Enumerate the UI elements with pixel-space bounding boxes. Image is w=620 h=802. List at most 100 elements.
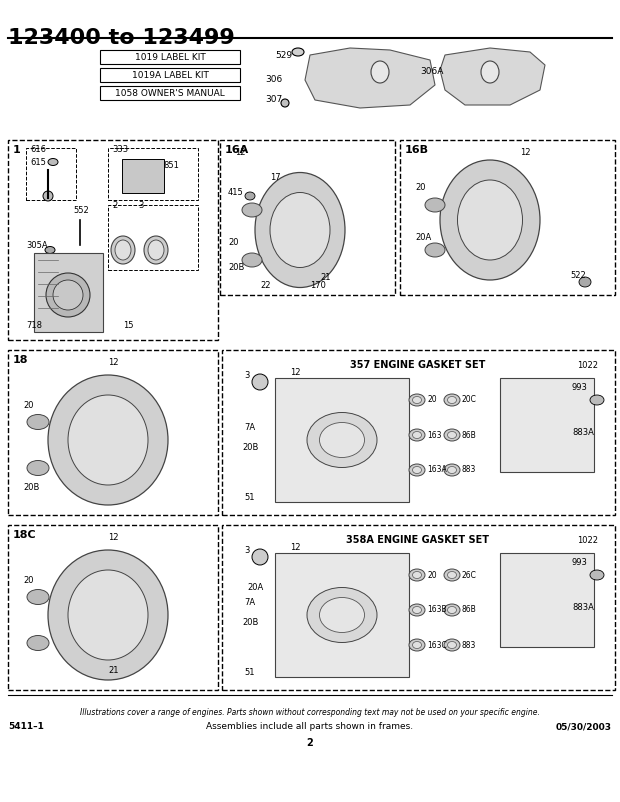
Ellipse shape	[270, 192, 330, 268]
Text: 20: 20	[23, 576, 33, 585]
Text: 1022: 1022	[577, 536, 598, 545]
FancyBboxPatch shape	[108, 205, 198, 270]
Text: 615: 615	[30, 158, 46, 167]
Ellipse shape	[281, 99, 289, 107]
Ellipse shape	[148, 240, 164, 260]
Ellipse shape	[245, 192, 255, 200]
Text: 163C: 163C	[427, 641, 447, 650]
FancyBboxPatch shape	[8, 350, 218, 515]
Text: 20B: 20B	[242, 618, 259, 627]
Text: 18: 18	[13, 355, 29, 365]
Text: 415: 415	[228, 188, 244, 197]
Text: 718: 718	[26, 321, 42, 330]
Text: 305A: 305A	[26, 241, 48, 250]
Ellipse shape	[440, 160, 540, 280]
Text: 163B: 163B	[427, 606, 446, 614]
FancyBboxPatch shape	[275, 553, 409, 677]
Ellipse shape	[412, 642, 422, 649]
Ellipse shape	[48, 375, 168, 505]
FancyBboxPatch shape	[34, 253, 103, 332]
Text: 20B: 20B	[228, 263, 244, 272]
Ellipse shape	[115, 240, 131, 260]
Text: 3: 3	[244, 371, 249, 380]
Text: 12: 12	[290, 543, 301, 552]
Ellipse shape	[319, 423, 365, 457]
FancyBboxPatch shape	[220, 140, 395, 295]
Ellipse shape	[412, 467, 422, 473]
Text: 163: 163	[427, 431, 441, 439]
FancyBboxPatch shape	[122, 159, 164, 193]
FancyBboxPatch shape	[100, 50, 240, 64]
Ellipse shape	[412, 572, 422, 578]
Text: 17: 17	[270, 173, 281, 182]
Ellipse shape	[590, 395, 604, 405]
Text: 357 ENGINE GASKET SET: 357 ENGINE GASKET SET	[350, 360, 485, 370]
Text: 20B: 20B	[242, 443, 259, 452]
Polygon shape	[305, 48, 435, 108]
Circle shape	[53, 280, 83, 310]
FancyBboxPatch shape	[8, 525, 218, 690]
Text: 86B: 86B	[462, 606, 477, 614]
FancyBboxPatch shape	[222, 525, 615, 690]
Text: 12: 12	[108, 358, 118, 367]
Text: 163A: 163A	[427, 465, 447, 475]
Ellipse shape	[255, 172, 345, 287]
Ellipse shape	[319, 597, 365, 633]
Ellipse shape	[409, 429, 425, 441]
Ellipse shape	[27, 415, 49, 430]
Ellipse shape	[409, 639, 425, 651]
Text: 993: 993	[572, 383, 588, 392]
Ellipse shape	[48, 159, 58, 165]
Text: 333: 333	[112, 145, 128, 154]
Text: 883: 883	[462, 641, 476, 650]
Text: 12: 12	[235, 148, 246, 157]
Circle shape	[252, 374, 268, 390]
Ellipse shape	[45, 246, 55, 253]
Text: 20C: 20C	[462, 395, 477, 404]
Text: 12: 12	[108, 533, 118, 542]
FancyBboxPatch shape	[222, 350, 615, 515]
Ellipse shape	[307, 588, 377, 642]
Ellipse shape	[307, 412, 377, 468]
Text: 529: 529	[275, 51, 292, 59]
Text: 86B: 86B	[462, 431, 477, 439]
Text: 51: 51	[244, 493, 254, 502]
Ellipse shape	[242, 253, 262, 267]
Text: 307: 307	[265, 95, 282, 104]
Ellipse shape	[448, 431, 456, 439]
Ellipse shape	[448, 572, 456, 578]
Text: 20: 20	[23, 401, 33, 410]
Text: 2: 2	[307, 738, 313, 748]
Text: 7A: 7A	[244, 423, 255, 432]
Text: 16A: 16A	[225, 145, 249, 155]
Text: 306: 306	[265, 75, 282, 84]
Text: 7A: 7A	[244, 598, 255, 607]
Ellipse shape	[409, 464, 425, 476]
Ellipse shape	[412, 396, 422, 403]
Ellipse shape	[458, 180, 523, 260]
Ellipse shape	[27, 635, 49, 650]
FancyBboxPatch shape	[500, 378, 594, 472]
Text: 1019 LABEL KIT: 1019 LABEL KIT	[135, 52, 205, 62]
Ellipse shape	[27, 460, 49, 476]
Text: 18C: 18C	[13, 530, 37, 540]
Ellipse shape	[444, 429, 460, 441]
Text: 1022: 1022	[577, 361, 598, 370]
Ellipse shape	[425, 243, 445, 257]
Text: 616: 616	[30, 145, 46, 154]
Circle shape	[46, 273, 90, 317]
Ellipse shape	[448, 606, 456, 614]
Text: 170: 170	[310, 281, 326, 290]
Text: 3: 3	[244, 546, 249, 555]
Text: 851: 851	[163, 161, 179, 170]
Text: 20A: 20A	[247, 583, 264, 592]
FancyBboxPatch shape	[275, 378, 409, 502]
Ellipse shape	[579, 277, 591, 287]
Ellipse shape	[481, 61, 499, 83]
Text: 12: 12	[520, 148, 531, 157]
Text: 20: 20	[427, 570, 436, 580]
Text: 22: 22	[260, 281, 270, 290]
Text: 123400 to 123499: 123400 to 123499	[8, 28, 235, 48]
Text: 522: 522	[570, 271, 586, 280]
Ellipse shape	[144, 236, 168, 264]
